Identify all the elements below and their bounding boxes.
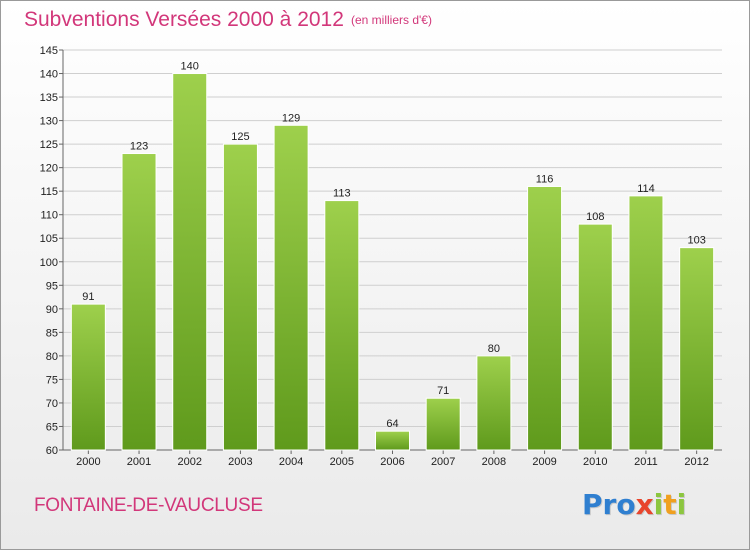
x-tick-label: 2002	[177, 456, 201, 468]
x-tick-label: 2011	[634, 456, 658, 468]
y-tick-label: 80	[46, 351, 58, 363]
x-tick-label: 2008	[482, 456, 506, 468]
bar	[375, 430, 410, 451]
data-label: 108	[586, 211, 604, 223]
y-tick-label: 100	[40, 257, 58, 269]
data-label: 116	[536, 173, 554, 185]
x-tick-label: 2001	[127, 456, 151, 468]
labels: 60 65 70 75 80 85 90 95 100 105 110 115 120 125 130 135…	[40, 45, 709, 468]
y-tick-label: 145	[40, 45, 58, 57]
data-label: 71	[437, 385, 449, 397]
logo-letter: o	[616, 488, 636, 521]
data-label: 103	[687, 235, 705, 247]
x-tick-label: 2006	[380, 456, 404, 468]
bar	[273, 124, 309, 451]
commune-name: FONTAINE-DE-VAUCLUSE	[34, 495, 263, 516]
proxiti-logo[interactable]: Proxiti	[582, 488, 686, 521]
bar	[425, 397, 461, 451]
data-label: 129	[282, 112, 300, 124]
x-tick-label: 2004	[279, 456, 303, 468]
bar	[324, 200, 360, 451]
bar	[628, 195, 664, 451]
bar	[679, 247, 715, 451]
y-tick-label: 105	[40, 233, 58, 245]
y-tick-label: 135	[40, 92, 58, 104]
y-tick-label: 140	[40, 69, 58, 81]
bars	[70, 73, 715, 451]
x-tick-label: 2003	[228, 456, 252, 468]
bar	[121, 153, 157, 451]
chart-title: Subventions Versées 2000 à 2012	[24, 8, 344, 31]
data-label: 64	[386, 418, 398, 430]
x-tick-label: 2005	[330, 456, 354, 468]
y-tick-label: 85	[46, 327, 58, 339]
y-tick-label: 115	[40, 186, 58, 198]
y-tick-label: 120	[40, 163, 58, 175]
x-tick-label: 2010	[583, 456, 607, 468]
y-tick-label: 110	[40, 210, 58, 222]
bar	[172, 73, 208, 451]
x-tick-label: 2012	[684, 456, 708, 468]
logo-letter: i	[676, 488, 687, 521]
data-label: 91	[82, 291, 94, 303]
bar	[476, 355, 512, 451]
data-label: 125	[231, 131, 249, 143]
y-tick-label: 95	[46, 280, 58, 292]
y-tick-label: 60	[46, 445, 58, 457]
data-label: 140	[181, 61, 199, 73]
axes	[59, 49, 722, 454]
x-tick-label: 2000	[76, 456, 100, 468]
logo-letter: r	[602, 488, 617, 521]
bar	[222, 143, 258, 451]
data-label: 114	[637, 183, 655, 195]
logo-letter: P	[582, 488, 603, 521]
y-tick-label: 125	[40, 139, 58, 151]
y-tick-label: 130	[40, 116, 58, 128]
x-tick-label: 2007	[431, 456, 455, 468]
bar	[70, 303, 106, 451]
y-tick-label: 90	[46, 304, 58, 316]
logo-letter: i	[653, 488, 664, 521]
bar	[577, 223, 613, 451]
bar	[527, 185, 563, 451]
logo-letter: x	[635, 488, 654, 521]
grid-lines	[63, 49, 722, 451]
data-label: 80	[488, 343, 500, 355]
logo-letter: t	[663, 488, 677, 521]
data-label: 123	[130, 141, 148, 153]
y-tick-label: 65	[46, 421, 58, 433]
data-label: 113	[333, 188, 351, 200]
y-tick-label: 70	[46, 398, 58, 410]
x-tick-label: 2009	[532, 456, 556, 468]
y-tick-label: 75	[46, 374, 58, 386]
chart-subtitle: (en milliers d'€)	[351, 13, 432, 27]
